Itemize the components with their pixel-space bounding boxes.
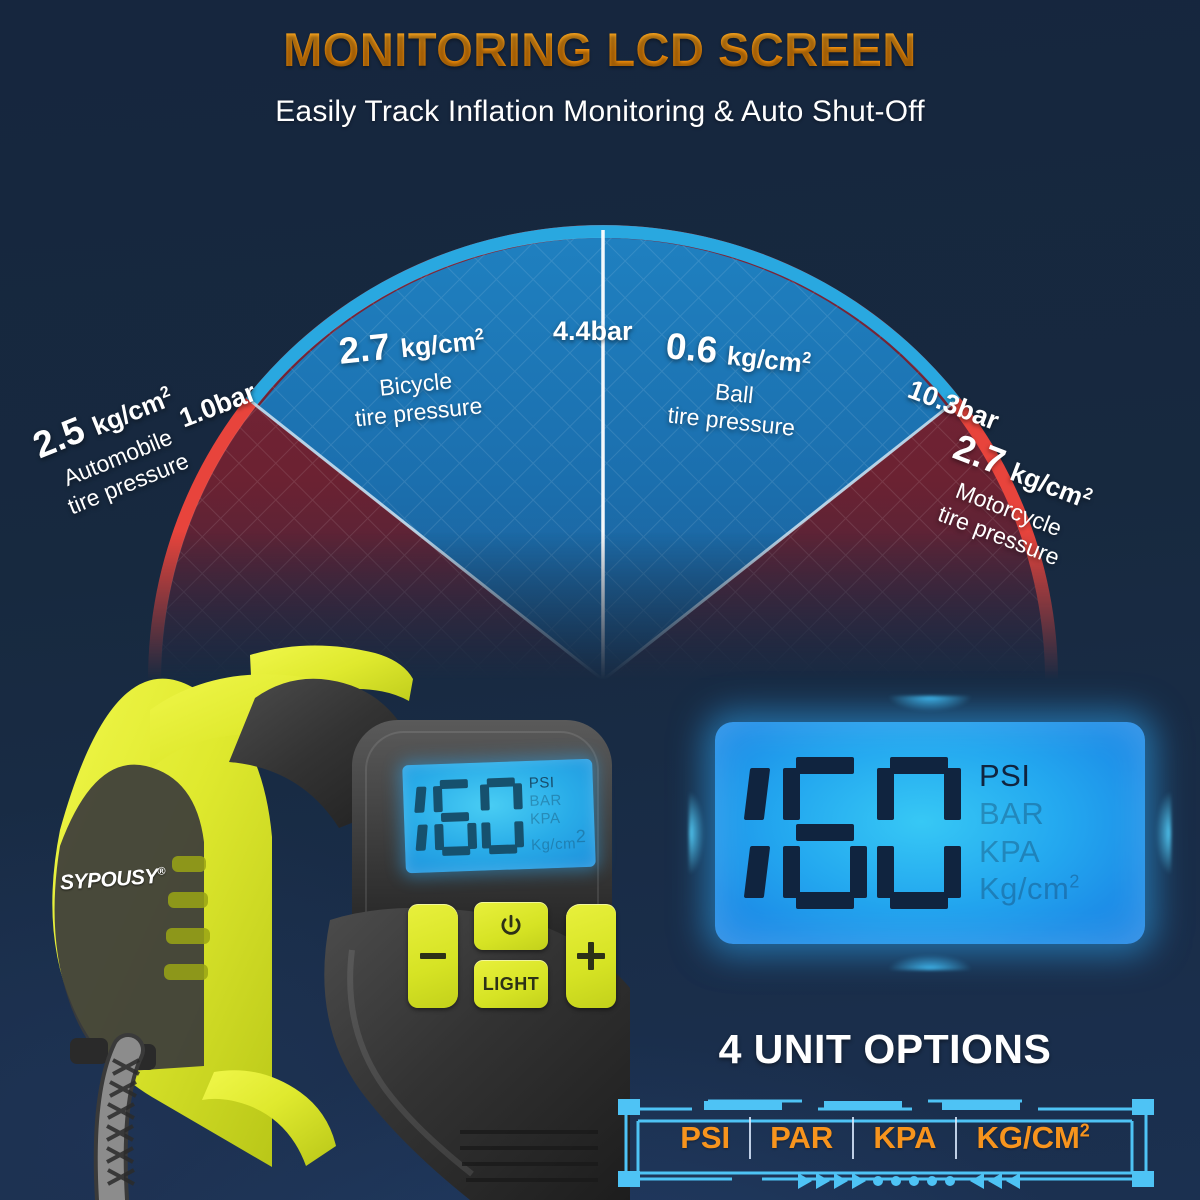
device-grip	[324, 907, 630, 1200]
device-lcd-digits	[411, 777, 525, 857]
device-lcd-digit-0	[479, 777, 525, 855]
fan-divider-right	[602, 400, 955, 680]
device-lcd-screen: PSI BAR KPA Kg/cm2	[402, 758, 596, 874]
unit-option-kpa[interactable]: KPA	[873, 1120, 937, 1155]
device-vents	[164, 856, 210, 980]
segment-unit-bicycle: kg/cm	[399, 325, 477, 364]
page-title: MONITORING LCD SCREEN	[0, 22, 1200, 77]
tech-frame-svg	[618, 1099, 1154, 1189]
device-lcd-unit-psi: PSI	[528, 774, 555, 793]
device-lcd-digit-6	[432, 779, 478, 857]
unit-divider-1	[749, 1117, 752, 1159]
device-lcd-unit-bar: BAR	[529, 791, 563, 810]
unit-divider-3	[955, 1117, 958, 1159]
segment-value-ball: 0.6	[663, 325, 720, 372]
segment-label-ball: 0.6 kg/cm2 Ball tire pressure	[657, 325, 813, 443]
power-icon	[501, 914, 521, 935]
fan-svg	[148, 225, 1058, 680]
lcd-callout: PSI BAR KPA Kg/cm2	[689, 696, 1171, 970]
device-hose	[93, 1033, 145, 1200]
plus-icon	[577, 942, 605, 970]
unit-divider-2	[852, 1117, 855, 1159]
lcd-digit-6	[783, 757, 867, 909]
lcd-unit-kpa: KPA	[979, 833, 1041, 869]
unit-option-psi[interactable]: PSI	[680, 1120, 731, 1155]
unit-options-frame: PSI PAR KPA KG/CM2	[612, 1087, 1158, 1189]
lcd-unit-bar: BAR	[979, 795, 1045, 831]
lcd-unit-kgcm: Kg/cm2	[979, 871, 1080, 907]
lcd-digit-0	[877, 757, 961, 909]
lcd-unit-psi: PSI	[979, 758, 1031, 794]
light-button[interactable]: LIGHT	[474, 960, 548, 1008]
minus-icon	[420, 953, 446, 959]
segment-value-bicycle: 2.7	[336, 325, 393, 372]
device-lcd-unit-kgcm: Kg/cm2	[530, 826, 587, 855]
lcd-digit-1	[739, 757, 773, 909]
power-button[interactable]	[474, 902, 548, 950]
segment-unit-exp-bicycle: 2	[473, 326, 485, 344]
segment-unit-exp-ball: 2	[801, 349, 813, 368]
unit-options-row: PSI PAR KPA KG/CM2	[612, 1087, 1158, 1189]
device-button-pad: LIGHT	[404, 898, 620, 1016]
decrease-button[interactable]	[408, 904, 458, 1008]
device-lcd-units: PSI BAR KPA Kg/cm2	[529, 773, 587, 855]
device-grip-highlight	[347, 949, 474, 1177]
pressure-fan-gauge: 1.0bar 4.4bar 10.3bar	[0, 150, 1200, 680]
device-side-panel	[54, 764, 204, 1072]
unit-options-block: 4 UNIT OPTIONS	[612, 1026, 1158, 1189]
fan-divider-left	[251, 400, 604, 680]
device-grip-texture	[460, 1130, 598, 1182]
device-lcd-unit-kpa: KPA	[529, 809, 561, 828]
device-trigger	[202, 1070, 336, 1166]
device-lcd-digit-1	[411, 780, 431, 857]
segment-label-bicycle: 2.7 kg/cm2 Bicycle tire pressure	[337, 318, 493, 434]
header: MONITORING LCD SCREEN Easily Track Infla…	[0, 0, 1200, 129]
segment-unit-ball: kg/cm	[725, 340, 804, 379]
unit-options-title: 4 UNIT OPTIONS	[718, 1026, 1052, 1072]
page-subtitle: Easily Track Inflation Monitoring & Auto…	[275, 95, 925, 128]
unit-option-kgcm[interactable]: KG/CM2	[976, 1120, 1090, 1155]
unit-option-par[interactable]: PAR	[770, 1120, 834, 1155]
lcd-unit-list: PSI BAR KPA Kg/cm2	[979, 758, 1080, 907]
lcd-screen: PSI BAR KPA Kg/cm2	[715, 722, 1145, 944]
scale-label-mid: 4.4bar	[553, 316, 633, 346]
lcd-digits	[739, 757, 961, 909]
increase-button[interactable]	[566, 904, 616, 1008]
